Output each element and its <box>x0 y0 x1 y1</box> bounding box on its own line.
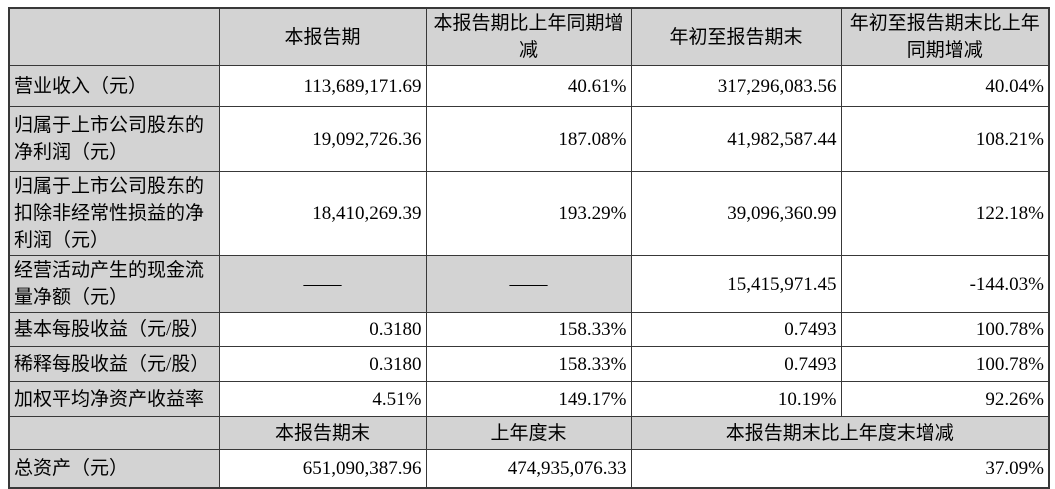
cell-value: 149.17% <box>425 381 632 417</box>
cell-dash-placeholder: —— <box>218 255 427 313</box>
table-row-net-profit-excl-nonrecurring: 归属于上市公司股东的扣除非经常性损益的净利润（元） 18,410,269.39 … <box>8 171 1050 256</box>
cell-value: 40.61% <box>425 65 632 107</box>
header-cell-current-period-end: 本报告期末 <box>218 416 427 450</box>
cell-value: 651,090,387.96 <box>218 449 427 488</box>
row-label: 基本每股收益（元/股） <box>8 312 220 347</box>
cell-value: 18,410,269.39 <box>218 171 427 256</box>
cell-value: 158.33% <box>425 312 632 347</box>
financial-summary-table: 本报告期 本报告期比上年同期增减 年初至报告期末 年初至报告期末比上年同期增减 … <box>8 7 1050 489</box>
header-row-period-end: 本报告期末 上年度末 本报告期末比上年度末增减 <box>8 416 1050 450</box>
header-row-period: 本报告期 本报告期比上年同期增减 年初至报告期末 年初至报告期末比上年同期增减 <box>8 7 1050 66</box>
row-label: 总资产（元） <box>8 449 220 488</box>
header-cell-period-end-change: 本报告期末比上年度末增减 <box>630 416 1050 450</box>
cell-value: 39,096,360.99 <box>630 171 842 256</box>
cell-value: 0.7493 <box>630 346 842 382</box>
cell-value: 100.78% <box>840 346 1050 382</box>
cell-value: 0.3180 <box>218 312 427 347</box>
cell-dash-placeholder: —— <box>425 255 632 313</box>
cell-value: 113,689,171.69 <box>218 65 427 107</box>
table-row-operating-cash-flow: 经营活动产生的现金流量净额（元） —— —— 15,415,971.45 -14… <box>8 255 1050 313</box>
table-row-diluted-eps: 稀释每股收益（元/股） 0.3180 158.33% 0.7493 100.78… <box>8 346 1050 382</box>
header-cell-empty <box>8 7 220 66</box>
header-cell-prior-year-end: 上年度末 <box>425 416 632 450</box>
header-cell-year-to-date-yoy-change: 年初至报告期末比上年同期增减 <box>840 7 1050 66</box>
cell-value: 474,935,076.33 <box>425 449 632 488</box>
row-label: 稀释每股收益（元/股） <box>8 346 220 382</box>
cell-value: 40.04% <box>840 65 1050 107</box>
cell-value: 317,296,083.56 <box>630 65 842 107</box>
table-row-basic-eps: 基本每股收益（元/股） 0.3180 158.33% 0.7493 100.78… <box>8 312 1050 347</box>
cell-value: 41,982,587.44 <box>630 106 842 172</box>
cell-value: 187.08% <box>425 106 632 172</box>
cell-value: 10.19% <box>630 381 842 417</box>
header-cell-current-period: 本报告期 <box>218 7 427 66</box>
row-label: 营业收入（元） <box>8 65 220 107</box>
cell-value: 108.21% <box>840 106 1050 172</box>
table-row-operating-revenue: 营业收入（元） 113,689,171.69 40.61% 317,296,08… <box>8 65 1050 107</box>
header-cell-empty <box>8 416 220 450</box>
cell-value: 158.33% <box>425 346 632 382</box>
row-label: 经营活动产生的现金流量净额（元） <box>8 255 220 313</box>
cell-value: -144.03% <box>840 255 1050 313</box>
header-cell-year-to-date: 年初至报告期末 <box>630 7 842 66</box>
cell-value: 15,415,971.45 <box>630 255 842 313</box>
header-cell-current-period-yoy-change: 本报告期比上年同期增减 <box>425 7 632 66</box>
cell-value: 19,092,726.36 <box>218 106 427 172</box>
row-label: 归属于上市公司股东的扣除非经常性损益的净利润（元） <box>8 171 220 256</box>
cell-value: 0.7493 <box>630 312 842 347</box>
cell-value: 193.29% <box>425 171 632 256</box>
cell-value: 122.18% <box>840 171 1050 256</box>
table-row-weighted-avg-roe: 加权平均净资产收益率 4.51% 149.17% 10.19% 92.26% <box>8 381 1050 417</box>
cell-value: 4.51% <box>218 381 427 417</box>
cell-value: 0.3180 <box>218 346 427 382</box>
table-row-net-profit: 归属于上市公司股东的净利润（元） 19,092,726.36 187.08% 4… <box>8 106 1050 172</box>
cell-value: 92.26% <box>840 381 1050 417</box>
row-label: 加权平均净资产收益率 <box>8 381 220 417</box>
cell-value: 37.09% <box>630 449 1050 488</box>
cell-value: 100.78% <box>840 312 1050 347</box>
row-label: 归属于上市公司股东的净利润（元） <box>8 106 220 172</box>
table-row-total-assets: 总资产（元） 651,090,387.96 474,935,076.33 37.… <box>8 449 1050 488</box>
